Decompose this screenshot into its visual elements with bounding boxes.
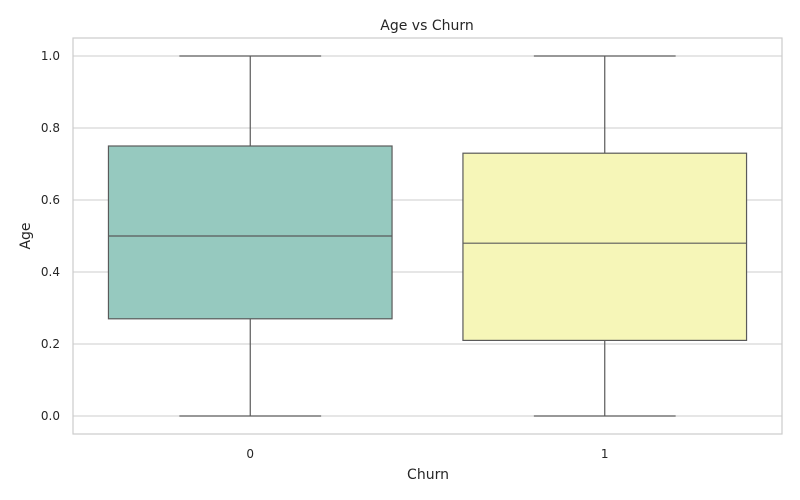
boxes-layer — [107, 55, 748, 417]
y-tick-label: 0.6 — [41, 193, 60, 207]
y-tick-label: 0.2 — [41, 337, 60, 351]
y-tick-label: 0.4 — [41, 265, 60, 279]
plot-frame — [72, 37, 783, 435]
x-tick-label: 0 — [246, 447, 254, 461]
x-tick-label: 1 — [601, 447, 609, 461]
chart-title: Age vs Churn — [380, 18, 473, 34]
y-tick-label: 1.0 — [41, 49, 60, 63]
x-axis-label: Churn — [407, 467, 449, 483]
box-iqr — [107, 145, 393, 320]
box-0 — [107, 55, 393, 417]
box-1 — [462, 55, 748, 417]
y-axis-label: Age — [18, 222, 34, 249]
y-tick-label: 0.0 — [41, 409, 60, 423]
y-tick-label: 0.8 — [41, 121, 60, 135]
box-iqr — [462, 152, 748, 341]
y-ticks: 0.0 0.2 0.4 0.6 0.8 1.0 — [41, 49, 60, 423]
